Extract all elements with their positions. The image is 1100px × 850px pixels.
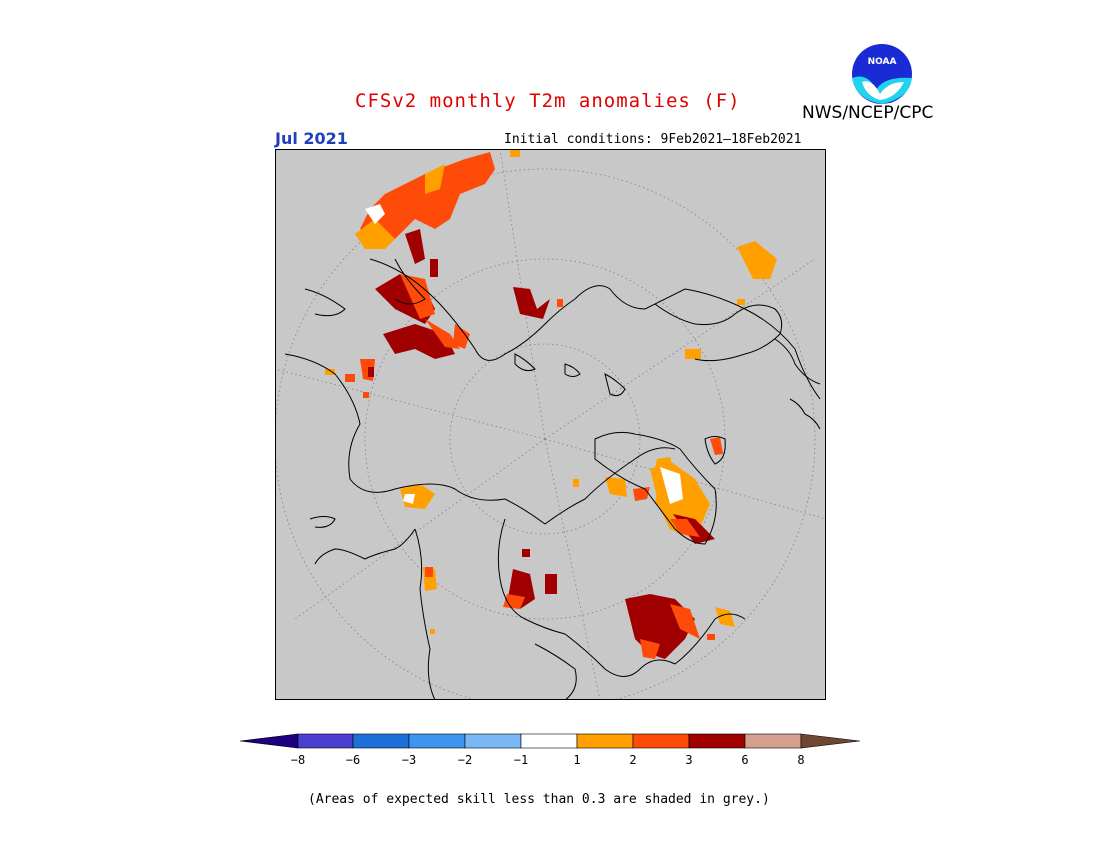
- svg-text:NOAA: NOAA: [868, 57, 897, 67]
- legend-swatch-neg1-1: [520, 733, 578, 749]
- agency-label: NWS/NCEP/CPC: [802, 103, 934, 123]
- coastlines: [284, 258, 821, 700]
- legend-tick-label: −3: [401, 753, 417, 767]
- skill-footnote: (Areas of expected skill less than 0.3 a…: [308, 792, 770, 807]
- forecast-month: Jul 2021: [275, 129, 348, 148]
- legend-tick-label: 3: [685, 753, 693, 767]
- noaa-logo: NOAA: [852, 44, 912, 104]
- legend-swatch-1-2: [576, 733, 634, 749]
- legend-swatch-above-8: [800, 733, 861, 749]
- legend-swatch-3-6: [688, 733, 746, 749]
- initial-conditions: Initial conditions: 9Feb2021–18Feb2021: [504, 132, 802, 147]
- legend-swatch-neg8-neg6: [297, 733, 354, 749]
- anomaly-patches: [325, 149, 777, 659]
- legend-swatch-2-3: [632, 733, 690, 749]
- legend-tick-label: 2: [629, 753, 637, 767]
- legend-tick-label: 8: [797, 753, 805, 767]
- legend-swatch-neg3-neg2: [408, 733, 466, 749]
- legend-tick-label: −6: [345, 753, 361, 767]
- legend-tick-label: 6: [741, 753, 749, 767]
- legend-tick-label: −1: [513, 753, 529, 767]
- polar-anomaly-map: [275, 149, 826, 700]
- legend-tick-label: 1: [573, 753, 581, 767]
- legend-tick-label: −2: [457, 753, 473, 767]
- skill-mask-background: [275, 149, 826, 700]
- legend-swatch-6-8: [744, 733, 802, 749]
- legend-swatch-below-neg8: [240, 733, 299, 749]
- legend-colorbar: [240, 733, 861, 749]
- legend-tick-label: −8: [290, 753, 306, 767]
- map-title: CFSv2 monthly T2m anomalies (F): [355, 90, 741, 112]
- legend-swatch-neg2-neg1: [464, 733, 522, 749]
- legend-swatch-neg6-neg3: [352, 733, 410, 749]
